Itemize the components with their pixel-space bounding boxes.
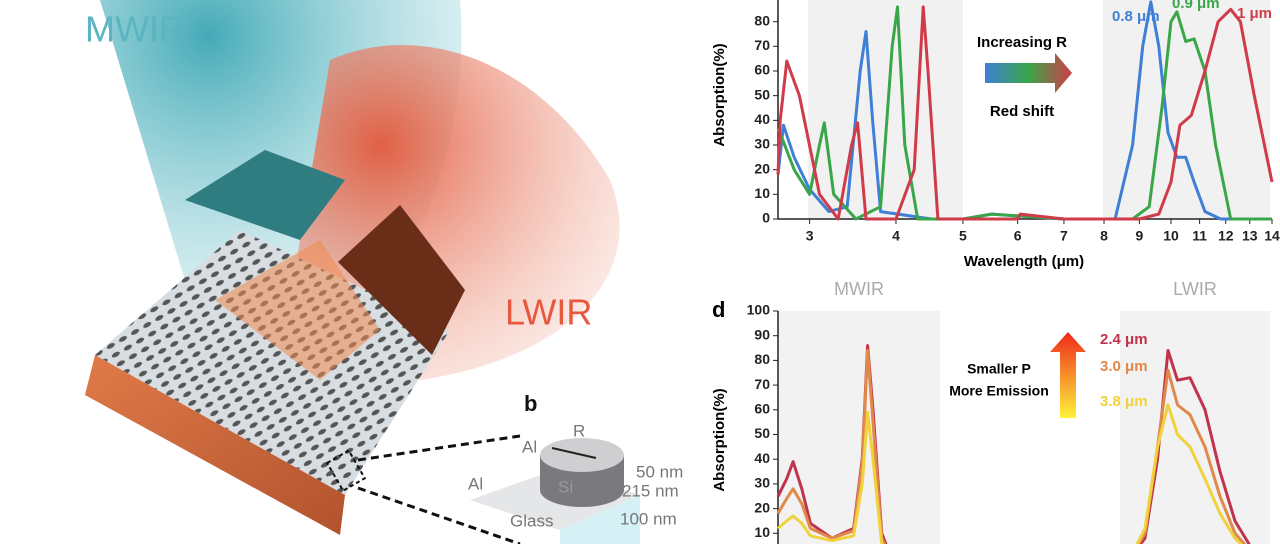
- x-tick-label: 13: [1242, 228, 1258, 244]
- inset-label: Glass: [510, 511, 553, 530]
- series-line: [777, 403, 1243, 544]
- x-tick-label: 14: [1264, 228, 1280, 244]
- band: [1103, 0, 1270, 219]
- y-tick-label: 90: [754, 326, 770, 342]
- inset-label: Si: [558, 477, 573, 496]
- y-tick-label: 70: [754, 37, 770, 53]
- substrate: [85, 355, 345, 535]
- y-tick-label: 20: [754, 499, 770, 515]
- zoom-box: [325, 449, 367, 493]
- mwir-image: [185, 150, 345, 240]
- y-tick-label: 50: [754, 86, 770, 102]
- y-tick-label: 20: [754, 160, 770, 176]
- emission-arrow: [1050, 332, 1086, 418]
- x-tick-label: 7: [1060, 228, 1068, 244]
- panel-title: MWIR: [834, 279, 884, 299]
- x-tick-label: 11: [1192, 228, 1207, 244]
- legend-label: 3.0 μm: [1100, 358, 1148, 375]
- y-tick-label: 30: [754, 475, 770, 491]
- y-tick-label: 40: [754, 111, 770, 127]
- series-line: [776, 5, 1274, 221]
- y-tick-label: 10: [754, 524, 770, 540]
- inset-label: R: [573, 421, 585, 440]
- x-tick-label: 6: [1014, 228, 1022, 244]
- overlap: [215, 240, 380, 380]
- y-tick-label: 30: [754, 136, 770, 152]
- panel-title: LWIR: [1173, 279, 1217, 299]
- legend-label: 0.8 μm: [1112, 8, 1160, 25]
- x-tick-label: 3: [806, 228, 814, 244]
- legend-label: 2.4 μm: [1100, 331, 1148, 348]
- x-tick-label: 4: [892, 228, 900, 244]
- beam-label: MWIR: [85, 9, 185, 50]
- inset-label: Al: [522, 437, 537, 456]
- zoom-line: [357, 486, 521, 544]
- zoom-line: [357, 434, 521, 462]
- annotation: Smaller P: [967, 361, 1031, 377]
- legend-label: 0.9 μm: [1172, 0, 1220, 12]
- holes: [95, 230, 450, 495]
- panel-label: d: [712, 297, 725, 322]
- illustration: MWIR LWIR b Al R Al Si 50 nm 215 nm 100 …: [85, 0, 683, 544]
- beam-label: LWIR: [505, 292, 592, 333]
- y-tick-label: 60: [754, 401, 770, 417]
- x-tick-label: 5: [959, 228, 967, 244]
- y-tick-label: 70: [754, 376, 770, 392]
- y-tick-label: 10: [754, 185, 770, 201]
- radius-line: [551, 447, 597, 459]
- panel-label: b: [524, 391, 537, 416]
- y-tick-label: 100: [747, 302, 771, 318]
- x-tick-label: 10: [1163, 228, 1179, 244]
- x-tick-label: 9: [1135, 228, 1143, 244]
- x-tick-label: 8: [1100, 228, 1108, 244]
- glass: [560, 495, 640, 544]
- inset-label: 100 nm: [620, 509, 677, 528]
- annotation: Increasing R: [977, 34, 1067, 51]
- annotation: Red shift: [990, 103, 1054, 120]
- x-tick-label: 12: [1218, 228, 1234, 244]
- shift-arrow: [985, 53, 1072, 93]
- band: [808, 0, 963, 219]
- inset-label: 50 nm: [636, 462, 683, 481]
- y-tick-label: 40: [754, 450, 770, 466]
- legend-label: 3.8 μm: [1100, 393, 1148, 410]
- y-tick-label: 60: [754, 62, 770, 78]
- annotation: More Emission: [949, 383, 1049, 399]
- inset-label: 215 nm: [622, 481, 679, 500]
- y-tick-label: 0: [762, 210, 770, 226]
- y-tick-label: 50: [754, 425, 770, 441]
- legend-label: 1 μm: [1237, 5, 1272, 22]
- x-axis-title: Wavelength (μm): [964, 253, 1084, 270]
- lwir-image: [338, 205, 465, 355]
- inset-label: Al: [468, 474, 483, 493]
- y-tick-label: 80: [754, 12, 770, 28]
- series-line: [776, 5, 1272, 221]
- chart-c-background: [808, 0, 1270, 219]
- y-tick-label: 80: [754, 351, 770, 367]
- y-axis-title: Absorption(%): [711, 43, 728, 146]
- y-axis-title: Absorption(%): [711, 388, 728, 491]
